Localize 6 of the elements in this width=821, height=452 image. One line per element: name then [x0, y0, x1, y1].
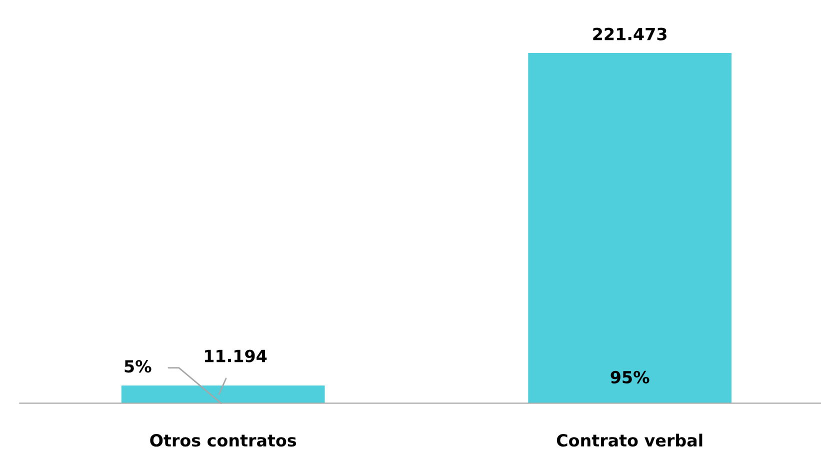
annotation: 95% [610, 370, 650, 384]
x-tick-label: Contrato verbal [556, 434, 702, 447]
x-tick-label: Otros contratos [150, 434, 296, 447]
data-label: 11.194 [205, 350, 267, 362]
data-label: 221.473 [593, 28, 666, 40]
annotation: 5% [124, 360, 152, 373]
